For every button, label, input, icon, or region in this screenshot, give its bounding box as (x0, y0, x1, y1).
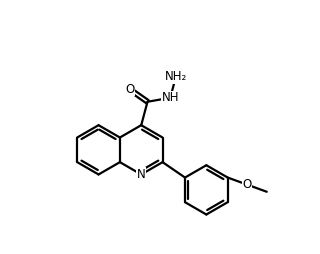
Text: N: N (137, 168, 146, 181)
Text: NH₂: NH₂ (165, 70, 187, 83)
Text: O: O (125, 83, 134, 96)
Text: NH: NH (162, 91, 179, 104)
Text: O: O (243, 178, 252, 191)
